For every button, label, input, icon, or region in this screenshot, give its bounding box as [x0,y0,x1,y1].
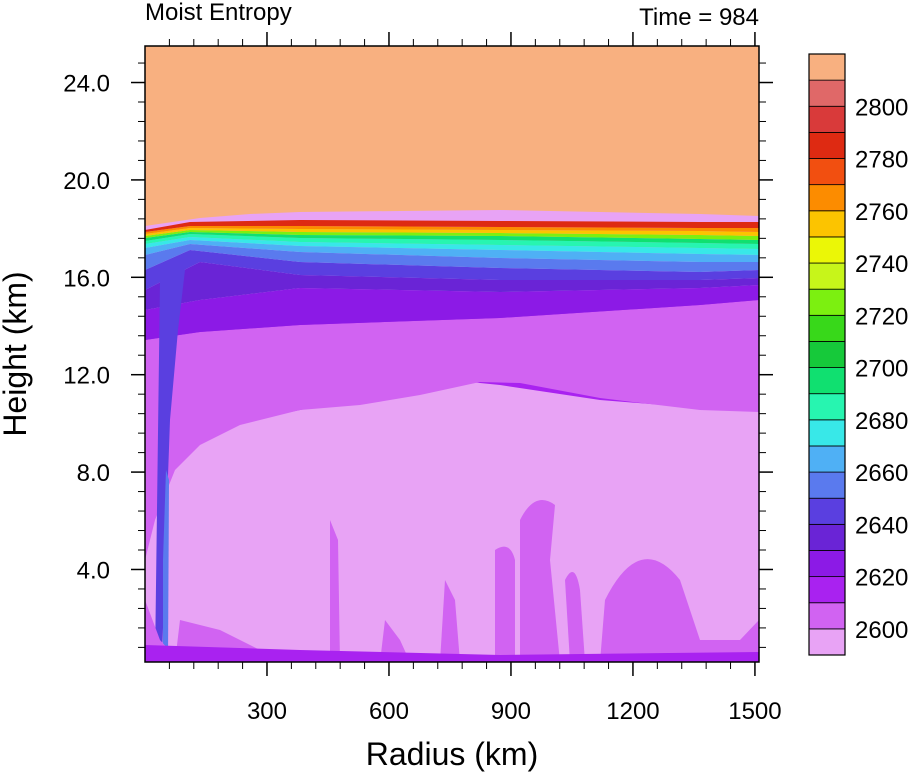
colorbar-label: 2700 [855,356,908,383]
field-region-2680 [145,237,759,255]
colorbar-label: 2620 [855,565,908,592]
colorbar-label: 2800 [855,94,908,121]
x-tick-label: 1500 [728,698,781,725]
colorbar-swatch [808,602,846,630]
field-region-2610 [145,300,759,560]
colorbar-swatch [808,445,846,473]
field-region-2630 [145,285,759,340]
field-region-2650 [145,250,759,290]
colorbar-swatch [808,523,846,551]
y-axis-label: Height (km) [0,271,33,436]
field-eyewall [155,258,185,662]
plot-frame [144,45,760,663]
field-region-2740 [145,228,759,236]
y-tick-label: 12.0 [63,363,110,390]
colorbar-swatch [808,471,846,499]
y-tick-label: 24.0 [63,71,110,98]
field-surface-layer [145,645,759,662]
y-tick-label: 20.0 [63,168,110,195]
colorbar: 2600 2620 2640 2660 2680 2700 2720 2740 2760 2780… [808,53,908,656]
colorbar-label: 2720 [855,303,908,330]
colorbar-label: 2760 [855,199,908,226]
field-region-2690 [145,234,759,249]
colorbar-label: 2680 [855,408,908,435]
chart-title-right: Time = 984 [639,4,759,31]
colorbar-swatch [808,262,846,290]
colorbar-label: 2660 [855,460,908,487]
x-axis-label: Radius (km) [366,736,538,772]
colorbar-swatch [808,105,846,133]
x-tick-label: 900 [491,698,531,725]
colorbar-frame [808,53,846,656]
field-region-2800 [145,46,759,226]
y-tick-label: 8.0 [77,460,110,487]
colorbar-swatch [808,497,846,525]
field-region-2640 [145,262,759,310]
field-region-2720 [145,230,759,240]
colorbar-swatch [808,210,846,238]
plot-area [145,46,759,662]
colorbar-label: 2780 [855,147,908,174]
colorbar-swatch [808,341,846,368]
y-axis: 4.0 8.0 12.0 16.0 20.0 24.0 [63,62,773,648]
field-region-2660 [145,244,759,272]
colorbar-label: 2740 [855,251,908,278]
colorbar-swatch [808,367,846,395]
y-tick-label: 16.0 [63,265,110,292]
colorbar-swatch [808,158,846,186]
field-region-2760 [145,226,759,234]
colorbar-swatch [808,131,846,159]
colorbar-swatch [808,393,846,421]
colorbar-label: 2640 [855,512,908,539]
colorbar-swatch [808,314,846,342]
x-tick-label: 300 [247,698,287,725]
colorbar-swatch [808,236,846,264]
colorbar-label: 2600 [855,617,908,644]
x-axis: 300 600 900 1200 1500 [168,32,782,725]
chart-title-left: Moist Entropy [145,0,292,26]
colorbar-swatch [808,576,846,604]
colorbar-swatch [808,419,846,447]
field-region-2780 [145,220,759,232]
colorbar-swatch [808,550,846,578]
colorbar-swatch [808,288,846,316]
x-tick-label: 600 [369,698,409,725]
field-eyewall-core [163,470,169,662]
colorbar-swatch [808,79,846,107]
colorbar-swatch [808,53,846,81]
field-region-2700 [145,232,759,244]
colorbar-swatch [808,184,846,212]
field-region-2670 [145,240,759,262]
colorbar-swatch [808,628,846,656]
field-lower-plumes [145,500,759,662]
x-tick-label: 1200 [606,698,659,725]
y-tick-label: 4.0 [77,557,110,584]
